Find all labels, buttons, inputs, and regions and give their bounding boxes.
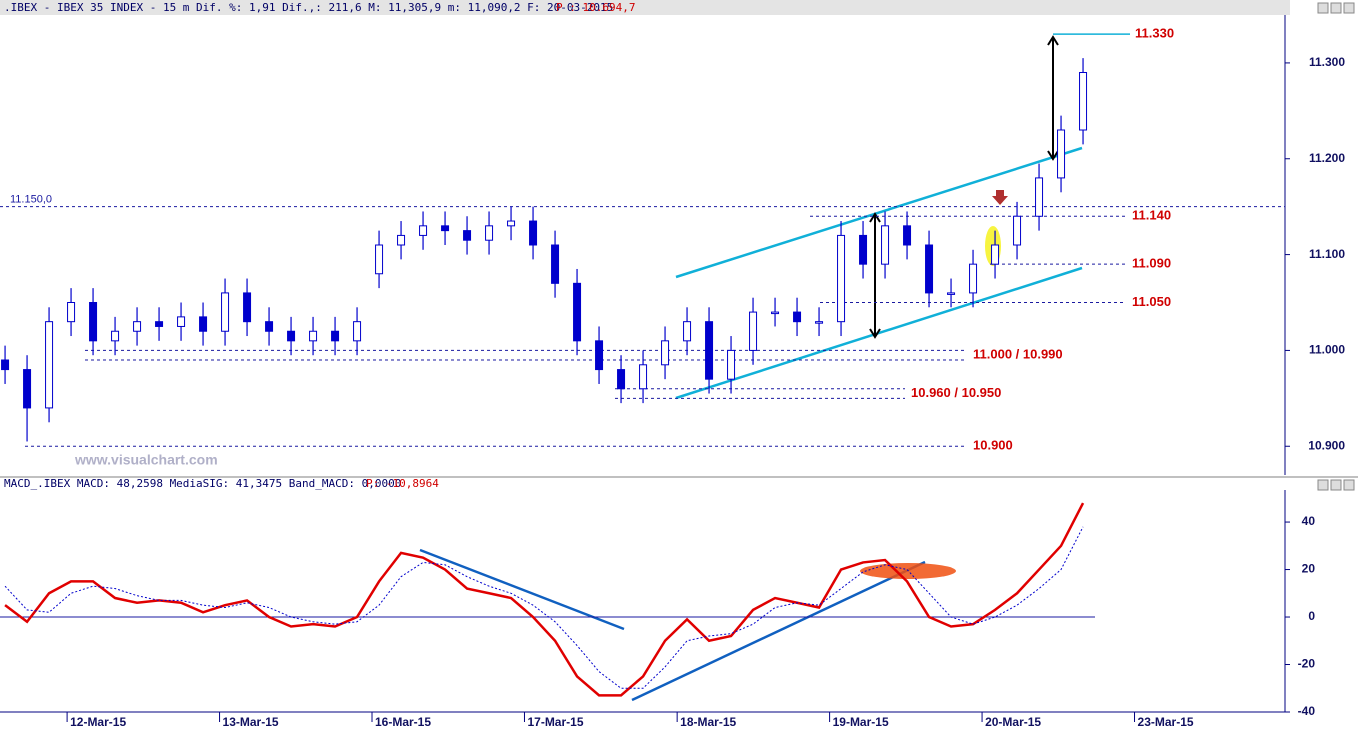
y-tick-label: 11.100 — [1309, 247, 1345, 261]
level-label: 11.090 — [1132, 256, 1171, 271]
candle-body — [309, 330, 318, 342]
candle-body — [617, 369, 626, 390]
candle-body — [903, 225, 912, 246]
candle-body — [1079, 72, 1088, 131]
candle-body — [881, 225, 890, 265]
macd-line — [4, 526, 1084, 689]
candle-body — [177, 316, 186, 327]
reference-label: 11.150,0 — [10, 194, 52, 206]
candle-body — [705, 321, 714, 380]
channel-lower — [675, 266, 1083, 400]
signal-arrow — [992, 190, 1008, 205]
candle-body — [89, 302, 98, 342]
candle-body — [969, 263, 978, 294]
chart-title: .IBEX - IBEX 35 INDEX - 15 m Dif. %: 1,9… — [4, 1, 613, 14]
candle-body — [749, 311, 758, 351]
candle-body — [155, 321, 164, 327]
candle-body — [661, 340, 670, 366]
candle-body — [221, 292, 230, 332]
min-button[interactable] — [1317, 479, 1329, 491]
candle-body — [771, 311, 780, 315]
macd-trendline — [419, 548, 625, 631]
candle-body — [727, 349, 736, 380]
x-tick-label: 17-Mar-15 — [527, 715, 583, 729]
candle-body — [397, 234, 406, 246]
channel-upper — [675, 146, 1083, 279]
candle-body — [265, 321, 274, 332]
x-tick-label: 13-Mar-15 — [223, 715, 279, 729]
candle-body — [551, 244, 560, 284]
candle-body — [1013, 215, 1022, 246]
max-button[interactable] — [1330, 479, 1342, 491]
candle-body — [441, 225, 450, 232]
candle-body — [419, 225, 428, 236]
candle-body — [1, 359, 10, 371]
candle-body — [199, 316, 208, 332]
close-button[interactable] — [1343, 479, 1355, 491]
watermark: www.visualchart.com — [74, 452, 218, 468]
level-label: 10.960 / 10.950 — [911, 385, 1001, 400]
x-tick-label: 16-Mar-15 — [375, 715, 431, 729]
y-tick-label: 20 — [1302, 562, 1316, 576]
level-label: 11.050 — [1132, 294, 1171, 309]
candle-body — [1057, 129, 1066, 179]
y-tick-label: 11.200 — [1309, 151, 1345, 165]
level-label: 11.000 / 10.990 — [973, 347, 1063, 362]
y-tick-label: -20 — [1298, 657, 1316, 671]
y-tick-label: 10.900 — [1308, 438, 1345, 452]
y-tick-label: 11.000 — [1309, 343, 1345, 357]
x-tick-label: 12-Mar-15 — [70, 715, 126, 729]
level-label: 10.900 — [973, 438, 1013, 453]
candle-body — [243, 292, 252, 323]
macd-line — [4, 502, 1085, 697]
candle-body — [485, 225, 494, 241]
macd-title: MACD_.IBEX MACD: 48,2598 MediaSIG: 41,34… — [4, 477, 401, 490]
macd-trendline — [631, 560, 926, 702]
candle-body — [331, 330, 340, 342]
candle-body — [573, 282, 582, 342]
candle-body — [45, 321, 54, 409]
y-tick-label: 0 — [1308, 609, 1315, 623]
candle-body — [837, 234, 846, 323]
close-button[interactable] — [1343, 2, 1355, 14]
y-tick-label: -40 — [1298, 704, 1316, 718]
x-tick-label: 18-Mar-15 — [680, 715, 736, 729]
header-bar — [0, 0, 1290, 15]
candle-body — [683, 321, 692, 342]
candle-body — [375, 244, 384, 275]
candle-body — [859, 234, 868, 265]
candle-body — [815, 321, 824, 324]
candle-body — [463, 230, 472, 241]
macd-title-extra: P: -10,8964 — [366, 477, 439, 490]
level-label: 11.330 — [1135, 26, 1174, 41]
candle-body — [793, 311, 802, 323]
candle-body — [947, 292, 956, 295]
max-button[interactable] — [1330, 2, 1342, 14]
candle-body — [287, 330, 296, 342]
level-label: 11.140 — [1132, 208, 1171, 223]
candle-body — [67, 302, 76, 323]
candle-body — [639, 364, 648, 390]
min-button[interactable] — [1317, 2, 1329, 14]
candle-body — [595, 340, 604, 371]
y-tick-label: 11.300 — [1309, 55, 1345, 69]
candle-body — [23, 369, 32, 409]
candle-body — [529, 220, 538, 246]
y-tick-label: 40 — [1302, 514, 1316, 528]
candle-body — [353, 321, 362, 342]
candle-body — [133, 321, 142, 332]
x-tick-label: 20-Mar-15 — [985, 715, 1041, 729]
arrow-heads — [869, 35, 1059, 339]
candle-body — [991, 244, 1000, 265]
chart-title-extra: P : 10.694,7 — [556, 1, 635, 14]
candle-body — [925, 244, 934, 294]
window-buttons[interactable] — [1317, 2, 1355, 491]
candle-body — [1035, 177, 1044, 217]
candle-body — [111, 330, 120, 342]
x-tick-label: 23-Mar-15 — [1138, 715, 1194, 729]
measure-arrows — [869, 35, 1059, 339]
x-tick-label: 19-Mar-15 — [833, 715, 889, 729]
candle-body — [507, 220, 516, 227]
